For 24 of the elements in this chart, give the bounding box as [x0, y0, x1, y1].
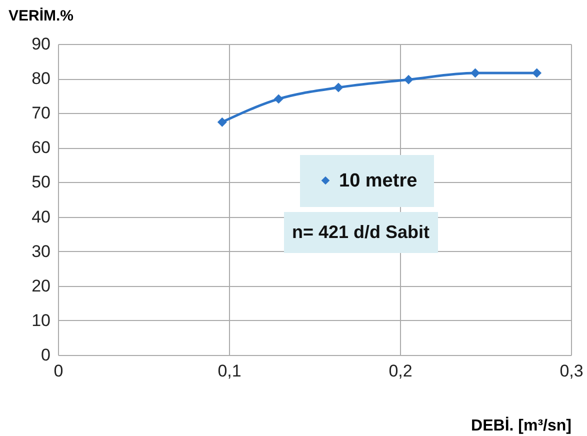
- y-tick-label: 90: [32, 34, 50, 54]
- y-tick-label: 0: [41, 346, 50, 364]
- point: [334, 82, 344, 92]
- x-tick-label: 0,3: [560, 362, 584, 380]
- x-tick-label: 0,2: [388, 362, 412, 380]
- point: [470, 68, 480, 78]
- annotation: n= 421 d/d Sabit: [284, 212, 438, 253]
- y-tick-label: 40: [32, 207, 50, 226]
- x-tick-label: 0,1: [218, 362, 242, 380]
- y-tick-label: 60: [32, 138, 50, 158]
- point: [532, 68, 542, 78]
- y-tick-label: 10: [32, 310, 50, 330]
- point: [217, 117, 227, 127]
- y-tick-label: 20: [32, 276, 50, 296]
- x-tick-label: 0: [54, 362, 64, 380]
- x-axis-title: DEBİ. [m³/sn]: [471, 416, 572, 434]
- y-tick-label: 50: [32, 172, 50, 192]
- y-tick-label: 70: [32, 104, 50, 123]
- legend-label: 10 metre: [339, 170, 418, 192]
- point: [274, 94, 284, 104]
- point: [404, 74, 414, 84]
- y-axis-title: VERİM.%: [8, 8, 74, 24]
- y-tick-label: 80: [32, 69, 50, 88]
- y-tick-label: 30: [32, 242, 50, 261]
